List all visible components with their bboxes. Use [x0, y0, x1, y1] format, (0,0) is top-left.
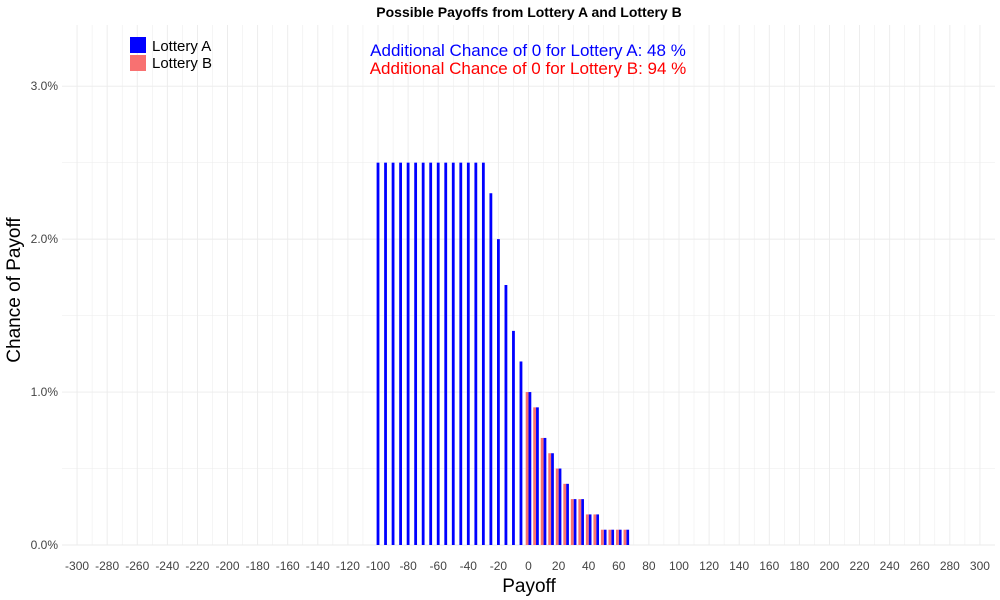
bar-lottery-a	[618, 529, 622, 545]
x-tick-label: 240	[880, 559, 900, 573]
x-tick-label: 220	[850, 559, 870, 573]
x-tick-label: -60	[430, 559, 448, 573]
annotation-lottery-a: Additional Chance of 0 for Lottery A: 48…	[370, 41, 686, 60]
y-axis-ticks: 0.0% 1.0% 2.0% 3.0%	[31, 79, 59, 552]
bar-lottery-a	[626, 529, 630, 545]
x-tick-label: -100	[366, 559, 390, 573]
bar-lottery-b	[600, 529, 604, 545]
y-tick-label: 3.0%	[31, 79, 59, 93]
lottery-b-bars	[525, 392, 627, 545]
x-tick-label: 280	[940, 559, 960, 573]
bar-lottery-b	[525, 392, 529, 545]
x-tick-label: -80	[399, 559, 417, 573]
bar-lottery-b	[570, 499, 574, 545]
bar-lottery-a	[489, 193, 493, 545]
bar-lottery-a	[444, 162, 448, 545]
x-tick-label: 260	[910, 559, 930, 573]
x-tick-label: 300	[970, 559, 990, 573]
bar-lottery-b	[533, 407, 537, 545]
y-tick-label: 1.0%	[31, 385, 59, 399]
bar-lottery-b	[593, 514, 597, 545]
legend-swatch-lottery-b	[130, 55, 146, 71]
bar-lottery-a	[466, 162, 470, 545]
x-tick-label: -140	[306, 559, 330, 573]
x-tick-label: 180	[789, 559, 809, 573]
bar-lottery-a	[581, 499, 584, 545]
bar-lottery-a	[528, 392, 532, 545]
y-tick-label: 0.0%	[31, 538, 59, 552]
bar-lottery-a	[399, 162, 402, 545]
annotation-lottery-b: Additional Chance of 0 for Lottery B: 94…	[370, 59, 687, 78]
bar-lottery-a	[504, 285, 508, 545]
bar-lottery-a	[551, 453, 554, 545]
x-tick-label: 60	[612, 559, 626, 573]
y-axis-title: Chance of Payoff	[4, 217, 25, 363]
bar-lottery-b	[623, 529, 627, 545]
bar-lottery-a	[376, 162, 380, 545]
bar-lottery-a	[451, 162, 455, 545]
x-tick-label: -280	[95, 559, 119, 573]
bar-lottery-a	[596, 514, 600, 545]
x-tick-label: 0	[525, 559, 532, 573]
bar-lottery-b	[548, 453, 552, 545]
legend-label-lottery-b: Lottery B	[152, 55, 212, 72]
x-tick-label: -200	[216, 559, 240, 573]
bar-lottery-b	[578, 499, 582, 545]
x-tick-label: -40	[460, 559, 478, 573]
x-tick-label: -160	[276, 559, 300, 573]
legend-label-lottery-a: Lottery A	[152, 38, 211, 55]
bar-lottery-b	[585, 514, 589, 545]
bar-lottery-a	[558, 468, 562, 545]
x-tick-label: 100	[669, 559, 689, 573]
bar-lottery-a	[414, 162, 418, 545]
legend: Lottery A Lottery B	[130, 37, 212, 72]
x-tick-label: 40	[582, 559, 596, 573]
bar-lottery-a	[573, 499, 577, 545]
bar-lottery-a	[459, 162, 463, 545]
bar-lottery-a	[429, 162, 433, 545]
x-tick-label: -20	[490, 559, 508, 573]
x-tick-label: -220	[185, 559, 209, 573]
x-tick-label: -180	[246, 559, 270, 573]
x-tick-label: 120	[699, 559, 719, 573]
bar-lottery-a	[588, 514, 592, 545]
chart-title: Possible Payoffs from Lottery A and Lott…	[376, 4, 681, 20]
legend-swatch-lottery-a	[130, 37, 146, 53]
bar-lottery-a	[481, 162, 485, 545]
lottery-a-bars	[376, 162, 630, 545]
x-tick-label: -260	[125, 559, 149, 573]
bar-lottery-a	[391, 162, 395, 545]
x-tick-label: -120	[336, 559, 360, 573]
bar-lottery-b	[563, 483, 567, 545]
y-tick-label: 2.0%	[31, 232, 59, 246]
bar-lottery-a	[421, 162, 425, 545]
bar-lottery-a	[512, 330, 515, 545]
bar-lottery-a	[406, 162, 410, 545]
bar-lottery-a	[519, 361, 523, 545]
bar-lottery-a	[603, 529, 607, 545]
bar-lottery-b	[615, 529, 619, 545]
x-tick-label: -240	[155, 559, 179, 573]
x-tick-label: 20	[552, 559, 566, 573]
x-tick-label: 80	[642, 559, 656, 573]
x-tick-label: 200	[819, 559, 839, 573]
bar-lottery-b	[540, 437, 544, 545]
bar-lottery-a	[543, 437, 547, 545]
bar-lottery-a	[536, 407, 539, 545]
x-axis-title: Payoff	[502, 576, 556, 597]
bar-lottery-a	[566, 483, 569, 545]
x-tick-label: -300	[65, 559, 89, 573]
bar-lottery-a	[436, 162, 440, 545]
bar-lottery-a	[497, 239, 500, 545]
x-tick-label: 160	[759, 559, 779, 573]
bar-lottery-b	[608, 529, 612, 545]
bar-lottery-a	[384, 162, 387, 545]
bar-lottery-a	[474, 162, 478, 545]
bar-lottery-b	[555, 468, 559, 545]
x-tick-label: 140	[729, 559, 749, 573]
x-axis-ticks: -300 -280 -260 -240 -220 -200 -180 -160 -140 -120…	[65, 559, 990, 573]
bar-lottery-a	[611, 529, 615, 545]
